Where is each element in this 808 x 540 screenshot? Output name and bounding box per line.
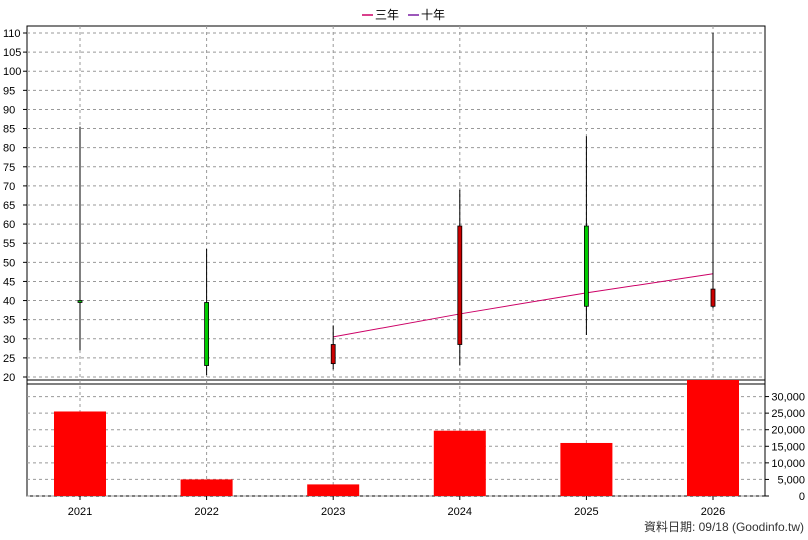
volume-tick-label: 5,000 <box>777 474 805 486</box>
price-gridlines <box>27 26 765 384</box>
price-tick-label: 45 <box>3 276 15 288</box>
price-tick-label: 110 <box>3 28 21 40</box>
volume-tick-label: 15,000 <box>771 441 805 453</box>
x-tick-label: 2023 <box>321 506 345 518</box>
volume-bar-2022 <box>180 479 233 496</box>
volume-panel: 0 5,000 10,000 15,000 20,000 25,000 30,000 <box>26 379 805 503</box>
price-tick-label: 105 <box>3 47 21 59</box>
volume-gridlines <box>27 380 765 497</box>
price-tick-label: 90 <box>3 104 15 116</box>
price-tick-label: 70 <box>3 181 15 193</box>
x-tick-label: 2024 <box>448 506 472 518</box>
x-tick-label: 2021 <box>68 506 92 518</box>
source-footer: 資料日期: 09/18 (Goodinfo.tw) <box>644 520 804 534</box>
price-tick-label: 100 <box>3 66 21 78</box>
candle-body-2021 <box>77 300 83 303</box>
price-tick-label: 80 <box>3 143 15 155</box>
price-panel: 20 25 30 35 40 45 50 55 60 65 70 75 80 85 90 95 100 105 11… <box>3 25 766 385</box>
volume-tick-label: 0 <box>799 491 805 503</box>
volume-bars <box>54 380 739 496</box>
price-tick-label: 30 <box>3 334 15 346</box>
price-candles <box>77 33 716 376</box>
legend: 三年 十年 <box>362 8 445 22</box>
price-tick-label: 65 <box>3 200 15 212</box>
price-tick-label: 85 <box>3 124 15 136</box>
volume-bar-2025 <box>560 442 613 496</box>
volume-plot-frame <box>26 379 766 497</box>
price-tick-label: 95 <box>3 85 15 97</box>
volume-tick-label: 25,000 <box>771 408 805 420</box>
candle-body-2026 <box>710 288 716 307</box>
price-tick-label: 55 <box>3 238 15 250</box>
price-tick-label: 50 <box>3 257 15 269</box>
price-tick-label: 35 <box>3 315 15 327</box>
candle-body-2025 <box>584 225 589 307</box>
volume-y-axis: 0 5,000 10,000 15,000 20,000 25,000 30,000 <box>765 392 805 503</box>
x-tick-label: 2025 <box>574 506 598 518</box>
price-tick-label: 25 <box>3 353 15 365</box>
price-tick-label: 75 <box>3 162 15 174</box>
price-tick-label: 60 <box>3 219 15 231</box>
price-tick-label: 40 <box>3 296 15 308</box>
volume-bar-2024 <box>433 430 486 496</box>
three-year-average-line <box>333 273 714 338</box>
x-axis: 2021 2022 2023 2024 2025 2026 <box>68 496 725 518</box>
candle-body-2022 <box>204 302 210 366</box>
volume-tick-label: 10,000 <box>771 458 805 470</box>
x-tick-label: 2022 <box>194 506 218 518</box>
volume-bar-2021 <box>54 411 106 496</box>
x-tick-label: 2026 <box>701 506 725 518</box>
legend-label-ten-year: 十年 <box>421 8 445 22</box>
price-tick-label: 20 <box>3 372 15 384</box>
volume-tick-label: 20,000 <box>771 425 805 437</box>
volume-bar-2023 <box>307 484 360 496</box>
candle-body-2023 <box>330 344 336 365</box>
price-y-axis: 20 25 30 35 40 45 50 55 60 65 70 75 80 85 90 95 100 105 11… <box>3 28 27 384</box>
volume-tick-label: 30,000 <box>771 392 805 404</box>
volume-bar-2026 <box>687 380 739 496</box>
legend-label-three-year: 三年 <box>375 8 399 22</box>
candle-body-2024 <box>457 225 463 345</box>
